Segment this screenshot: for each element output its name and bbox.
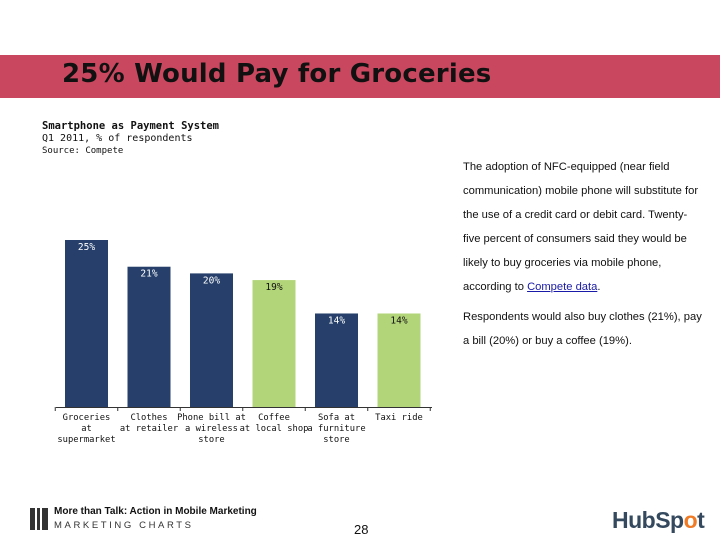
description-paragraph-1-text: The adoption of NFC-equipped (near field… xyxy=(463,161,699,293)
description-paragraph-1-end: . xyxy=(597,281,601,293)
title-banner xyxy=(0,55,720,98)
bar-4 xyxy=(252,280,296,407)
data-label-6: 14% xyxy=(390,315,407,326)
page-number: 28 xyxy=(354,522,369,537)
category-label-1-line-3: supermarket xyxy=(57,435,115,445)
data-label-3: 20% xyxy=(203,275,220,286)
data-label-2: 21% xyxy=(140,269,157,280)
bar-3 xyxy=(190,273,233,407)
footer-brand: MARKETING CHARTS xyxy=(54,520,194,531)
data-label-4: 19% xyxy=(265,282,282,293)
data-label-1: 25% xyxy=(78,242,95,253)
category-label-3-line-2: a wireless xyxy=(185,424,238,434)
compete-data-link[interactable]: Compete data xyxy=(527,281,598,293)
chart-subtitle: Q1 2011, % of respondents xyxy=(42,133,193,144)
bar-6 xyxy=(377,313,421,407)
data-label-5: 14% xyxy=(328,315,345,326)
bar-2 xyxy=(127,266,171,407)
category-label-5-line-2: a furniture xyxy=(307,424,365,434)
bar-5 xyxy=(315,313,358,407)
description-paragraph-2: Respondents would also buy clothes (21%)… xyxy=(463,311,702,347)
category-label-5-line-3: store xyxy=(323,435,349,445)
category-label-3-line-3: store xyxy=(198,435,224,445)
bar-1 xyxy=(65,240,108,407)
hubspot-logo: HubSpot xyxy=(612,507,705,534)
hubspot-logo-text-a: HubSp xyxy=(612,507,684,533)
category-label-5-line-1: Sofa at xyxy=(318,413,355,423)
chart-source: Source: Compete xyxy=(42,146,124,156)
category-label-1-line-2: at xyxy=(81,424,92,434)
category-label-3-line-1: Phone bill at xyxy=(177,413,246,423)
category-label-6-line-1: Taxi ride xyxy=(375,413,423,423)
category-label-2-line-1: Clothes xyxy=(130,413,167,423)
chart-title: Smartphone as Payment System xyxy=(42,120,220,132)
description-text: The adoption of NFC-equipped (near field… xyxy=(463,155,703,353)
category-label-1-line-1: Groceries xyxy=(63,413,111,423)
marketing-charts-logo-icon xyxy=(30,508,50,530)
description-paragraph-1: The adoption of NFC-equipped (near field… xyxy=(463,155,703,299)
category-label-2-line-2: at retailer xyxy=(120,424,178,434)
category-label-4-line-1: Coffee xyxy=(258,413,290,423)
hubspot-logo-sprocket: o xyxy=(683,507,698,533)
footer-title: More than Talk: Action in Mobile Marketi… xyxy=(54,506,257,517)
chart-header: Smartphone as Payment System Q1 2011, % … xyxy=(42,120,219,157)
hubspot-logo-text-b: t xyxy=(697,507,705,533)
category-label-4-line-2: at local shop xyxy=(240,424,309,434)
slide-title: 25% Would Pay for Groceries xyxy=(62,59,492,89)
